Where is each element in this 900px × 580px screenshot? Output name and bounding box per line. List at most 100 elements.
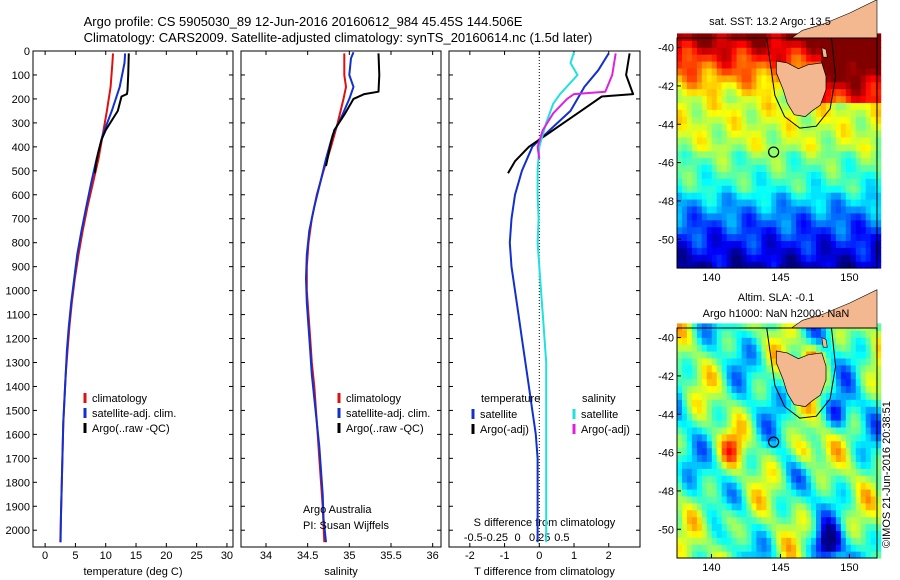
sla-map-cell xyxy=(830,502,837,511)
sst-map-cell xyxy=(870,136,877,145)
sst-map-cell xyxy=(786,178,792,186)
sst-map-cell xyxy=(855,136,862,145)
sst-map-cell xyxy=(682,254,688,262)
sst-map-cell xyxy=(691,178,698,186)
sla-map-cell xyxy=(865,516,872,525)
sla-map-cell xyxy=(850,413,857,421)
sla-map-cell xyxy=(830,420,837,428)
sst-map-cell xyxy=(741,178,748,186)
sst-map-cell xyxy=(796,233,802,241)
sla-map-cell xyxy=(821,413,827,421)
sst-map-cell xyxy=(865,61,872,69)
sst-map-cell xyxy=(682,157,688,166)
sla-map-cell xyxy=(682,371,688,380)
sla-map-cell xyxy=(801,509,807,518)
sla-map-cell xyxy=(781,385,787,393)
sla-map-cell xyxy=(865,378,872,387)
sla-map-cell xyxy=(726,544,733,552)
sla-map-cell xyxy=(731,378,738,387)
sst-map-cell xyxy=(850,123,857,131)
sst-map-cell xyxy=(781,95,787,103)
sst-map-cell xyxy=(711,157,718,166)
sst-map-cell xyxy=(701,130,708,138)
sla-map-cell xyxy=(771,544,777,552)
sst-map-cell xyxy=(751,261,758,269)
sla-map-cell xyxy=(716,475,723,483)
imos-credit: ©IMOS 21-Jun-2016 20:38:51 xyxy=(881,401,893,548)
sst-map-cell xyxy=(741,102,748,110)
sla-map-cell xyxy=(691,433,698,442)
sla-map-cell xyxy=(766,461,772,469)
sla-map-cell xyxy=(781,495,787,504)
sla-map-cell xyxy=(731,461,738,469)
sst-map-cell xyxy=(686,164,693,172)
sst-map-cell xyxy=(796,130,802,138)
sst-map-cell xyxy=(686,233,693,241)
sla-map-cell xyxy=(741,523,748,531)
sla-map-cell xyxy=(746,523,753,531)
sla-map-cell xyxy=(791,537,797,545)
sst-map-cell xyxy=(686,143,693,152)
sst-map-cell xyxy=(806,219,812,228)
sla-map-cell xyxy=(721,475,728,483)
sla-map-cell xyxy=(686,523,693,531)
sst-map-cell xyxy=(686,109,693,117)
sst-map-cell xyxy=(776,226,782,235)
sla-map-cell xyxy=(835,544,842,552)
sst-map-cell xyxy=(711,150,718,159)
sst-map-cell xyxy=(865,219,872,228)
sla-map-cell xyxy=(736,330,743,338)
sla-map-cell xyxy=(801,433,807,442)
sla-map-cell xyxy=(766,454,772,462)
sst-map-cell xyxy=(791,240,797,248)
sst-map-tasmania xyxy=(775,60,827,117)
sst-map-cell xyxy=(840,261,847,269)
sla-map-cell xyxy=(706,433,713,442)
temperature-ytick-label: 1500 xyxy=(6,405,30,417)
sst-map-cell xyxy=(806,157,812,166)
sla-map-cell xyxy=(860,544,867,552)
sst-map-cell xyxy=(806,164,812,172)
sst-map-cell xyxy=(855,199,862,207)
sla-map-cell xyxy=(806,344,812,352)
sst-map-cell xyxy=(791,123,797,131)
sla-map-cell xyxy=(796,454,802,462)
sst-map-cell xyxy=(741,185,748,193)
sla-map-cell xyxy=(776,509,782,518)
sst-map-cell xyxy=(855,74,862,83)
sst-map-cell xyxy=(875,33,882,41)
sst-map-cell xyxy=(751,143,758,152)
sst-map-cell xyxy=(850,185,857,193)
sst-map-cell xyxy=(835,81,842,90)
sla-map-cell xyxy=(716,447,723,456)
sst-map-cell xyxy=(677,240,683,248)
sst-map-cell xyxy=(761,102,767,110)
sla-map-cell xyxy=(746,426,753,435)
temperature-legend-label: satellite-adj. clim. xyxy=(92,408,176,420)
sla-map-cell xyxy=(682,482,688,490)
sla-map-cell xyxy=(781,433,787,442)
sst-map-cell xyxy=(736,81,743,90)
sst-map-cell xyxy=(776,136,782,145)
sla-map-cell xyxy=(677,420,683,428)
sla-map-cell xyxy=(741,475,748,483)
sla-map-cell xyxy=(830,489,837,497)
sst-map-cell xyxy=(756,95,762,103)
sla-map-cell xyxy=(850,433,857,442)
sst-map-cell xyxy=(781,109,787,117)
sla-map-cell xyxy=(766,544,772,552)
sst-map-cell xyxy=(826,219,832,228)
sla-map-cell xyxy=(821,454,827,462)
sst-map-cell xyxy=(682,47,688,55)
sst-map-cell xyxy=(716,205,723,214)
sla-map-cell xyxy=(682,330,688,338)
sst-map-cell xyxy=(816,240,822,248)
sst-map-cell xyxy=(786,199,792,207)
sst-map-cell xyxy=(756,226,762,235)
sst-map-cell xyxy=(830,164,837,172)
sla-map-cell xyxy=(845,364,852,373)
sst-map-cell xyxy=(716,136,723,145)
sla-map-cell xyxy=(826,537,832,545)
sst-map-cell xyxy=(686,40,693,48)
sla-map-cell xyxy=(811,537,817,545)
